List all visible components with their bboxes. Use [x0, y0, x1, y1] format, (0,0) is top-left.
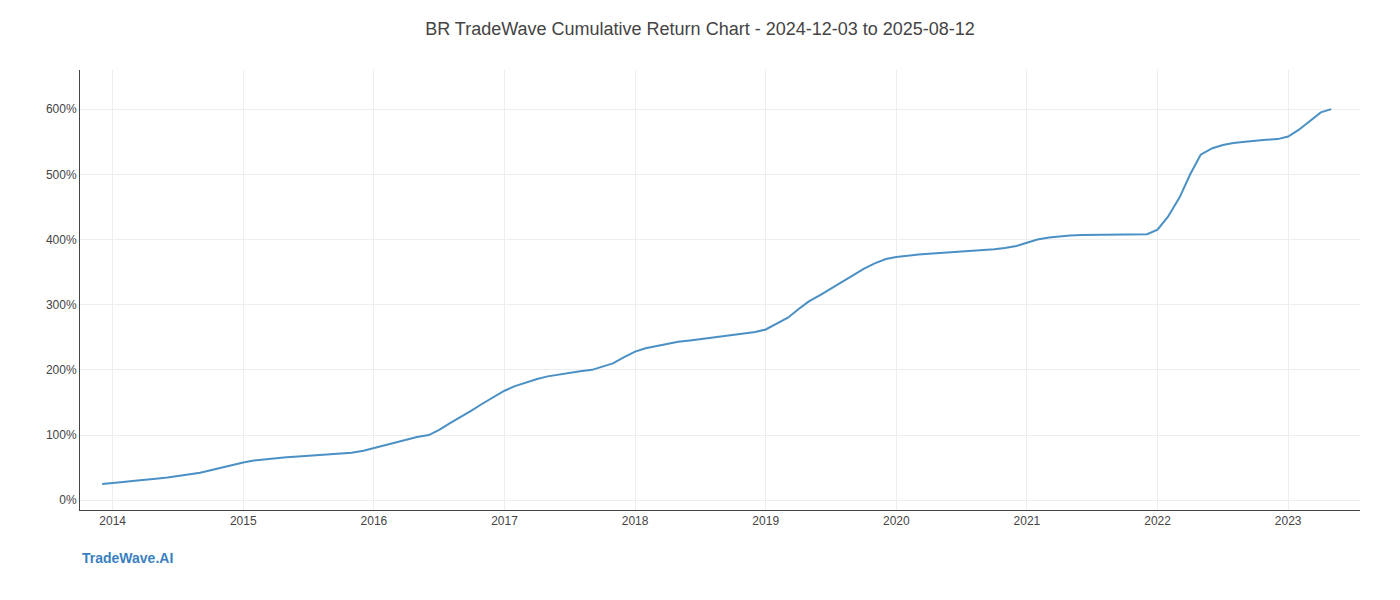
- svg-text:400%: 400%: [46, 233, 77, 247]
- svg-text:300%: 300%: [46, 298, 77, 312]
- svg-text:BR TradeWave Cumulative Return: BR TradeWave Cumulative Return Chart - 2…: [425, 19, 975, 39]
- svg-text:2020: 2020: [883, 514, 910, 528]
- svg-text:100%: 100%: [46, 428, 77, 442]
- svg-text:2022: 2022: [1144, 514, 1171, 528]
- svg-text:2017: 2017: [491, 514, 518, 528]
- svg-text:2014: 2014: [99, 514, 126, 528]
- svg-text:500%: 500%: [46, 168, 77, 182]
- svg-text:200%: 200%: [46, 363, 77, 377]
- svg-text:2016: 2016: [361, 514, 388, 528]
- svg-text:2019: 2019: [752, 514, 779, 528]
- svg-text:600%: 600%: [46, 102, 77, 116]
- svg-text:0%: 0%: [59, 493, 77, 507]
- svg-text:2015: 2015: [230, 514, 257, 528]
- svg-text:2021: 2021: [1014, 514, 1041, 528]
- svg-text:2018: 2018: [622, 514, 649, 528]
- svg-text:2023: 2023: [1275, 514, 1302, 528]
- svg-text:TradeWave.AI: TradeWave.AI: [82, 550, 173, 566]
